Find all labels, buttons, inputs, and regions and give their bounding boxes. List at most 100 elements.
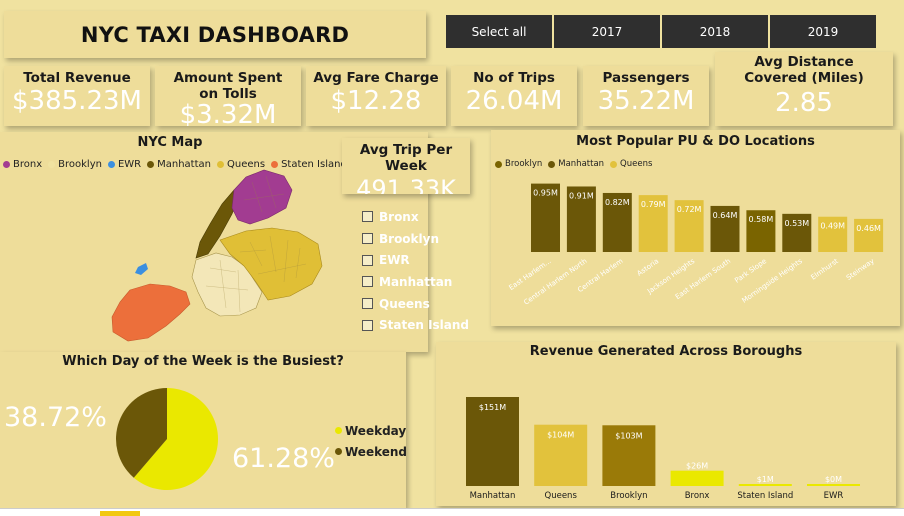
legend-dot [217,161,224,168]
legend-item-manhattan[interactable]: Manhattan [147,159,211,170]
checkbox[interactable] [362,298,373,310]
kpi-total-revenue: Total Revenue $385.23M [4,66,150,126]
checkbox[interactable] [362,319,373,331]
revenue-boroughs-panel: Revenue Generated Across Boroughs $151M M… [436,342,896,506]
x-tick-label: Brooklyn [610,491,647,501]
x-tick-label: EWR [824,491,844,501]
x-tick-label: Astoria [636,257,661,278]
bar-value-label: 0.91M [569,191,594,200]
slicer-2018-button[interactable]: 2018 [662,15,768,48]
borough-filter-list: Bronx Brooklyn EWR Manhattan Queens Stat… [362,206,469,336]
checkbox[interactable] [362,211,373,223]
legend-item-manhattan[interactable]: Manhattan [548,159,604,169]
legend-dot [335,427,342,434]
checkbox[interactable] [362,233,373,245]
bar-value-label: 0.79M [641,200,666,209]
kpi-passengers: Passengers 35.22M [583,66,709,126]
bar-staten-island[interactable] [738,484,792,486]
busiest-day-title: Which Day of the Week is the Busiest? [62,354,344,369]
filter-manhattan-checkbox[interactable]: Manhattan [362,271,469,293]
legend-label: Queens [227,159,266,170]
bar-value-label: 0.82M [605,198,630,207]
kpi-value: $3.32M [179,100,277,126]
bar-value-label: 0.64M [713,211,738,220]
legend-label: EWR [117,159,142,170]
filter-staten-island-checkbox[interactable]: Staten Island [362,314,469,336]
map-region-ewr[interactable] [135,263,148,275]
filter-ewr-checkbox[interactable]: EWR [362,249,469,271]
legend-item-brooklyn[interactable]: Brooklyn [48,159,102,170]
pie-slice-weekday[interactable] [133,388,219,490]
bar-queens[interactable] [534,424,588,486]
bar-brooklyn[interactable] [602,425,656,486]
legend-dot [48,161,56,168]
kpi-trips: No of Trips 26.04M [451,66,577,126]
kpi-value: $12.28 [330,86,422,116]
bar-value-label: 0.49M [820,222,845,231]
legend-item-weekend[interactable]: Weekend [335,441,407,462]
bar-elmhurst[interactable] [818,216,848,252]
pie-label-weekend: 38.72% [4,402,107,433]
busiest-day-chart[interactable] [0,352,406,508]
nyc-map-svg[interactable] [0,132,428,352]
checkbox[interactable] [362,276,373,288]
map-region-brooklyn[interactable] [191,252,263,317]
legend-item-weekday[interactable]: Weekday [335,420,407,441]
bar-astoria[interactable] [638,195,668,252]
kpi-avg-trip-week: Avg Trip Per Week 491.33K [342,138,470,194]
dashboard-title: NYC TAXI DASHBOARD [80,22,350,47]
year-slicer: Select all 2017 2018 2019 [446,15,876,48]
kpi-value: 2.85 [775,88,833,118]
bar-morningside-heights[interactable] [782,213,812,252]
bar-east-harlem-south[interactable] [710,205,740,252]
bar-central-harlem-north[interactable] [566,186,596,252]
bar-bronx[interactable] [670,470,724,486]
dashboard-title-card: NYC TAXI DASHBOARD [4,11,426,58]
checkbox-label: Staten Island [379,318,470,333]
kpi-avg-fare: Avg Fare Charge $12.28 [306,66,446,126]
bar-manhattan[interactable] [466,397,519,486]
bar-steinway[interactable] [854,218,884,252]
pie-slice-weekend[interactable] [116,388,167,478]
slicer-select-all-button[interactable]: Select all [446,15,552,48]
map-district-lines [205,175,307,313]
bar-value-label: 0.53M [784,219,809,228]
kpi-label: Total Revenue [23,70,131,86]
bar-central-harlem[interactable] [602,192,632,252]
kpi-value: 491.33K [356,175,456,194]
x-tick-label: Staten Island [737,491,793,501]
x-tick-label: Park Slope [733,257,768,285]
popular-locations-title: Most Popular PU & DO Locations [576,134,815,149]
legend-item-queens[interactable]: Queens [217,159,265,170]
bar-jackson-heights[interactable] [674,200,704,252]
map-region-queens[interactable] [219,227,323,301]
legend-item-queens[interactable]: Queens [610,159,652,169]
slicer-2019-button[interactable]: 2019 [770,15,876,48]
bar-ewr[interactable] [807,484,860,486]
checkbox-label: Bronx [379,209,419,224]
map-region-staten-island[interactable] [111,283,191,342]
legend-dot [3,161,10,168]
legend-item-staten-island[interactable]: Staten Island [271,159,347,170]
filter-queens-checkbox[interactable]: Queens [362,293,469,315]
legend-label: Weekday [345,423,407,438]
bar-park-slope[interactable] [746,210,776,252]
checkbox[interactable] [362,254,373,266]
map-region-bronx[interactable] [231,169,293,225]
legend-item-ewr[interactable]: EWR [107,159,142,170]
filter-bronx-checkbox[interactable]: Bronx [362,206,469,228]
x-tick-label: Bronx [685,491,710,501]
x-tick-label: Manhattan [470,491,516,501]
x-tick-label: Queens [545,491,578,501]
revenue-boroughs-chart[interactable]: $151M Manhattan $104M Queens $103M Brooklyn $2… [436,342,896,506]
legend-item-bronx[interactable]: Bronx [3,159,42,170]
filter-brooklyn-checkbox[interactable]: Brooklyn [362,228,469,250]
slicer-2017-button[interactable]: 2017 [554,15,660,48]
kpi-label: Avg Trip Per Week [359,142,453,174]
legend-item-brooklyn[interactable]: Brooklyn [495,159,542,169]
page-tab-active[interactable] [100,511,140,516]
bar-value-label: $26M [686,462,708,471]
page-tab-bar [0,508,904,516]
bar-east-harlem[interactable] [531,183,560,252]
